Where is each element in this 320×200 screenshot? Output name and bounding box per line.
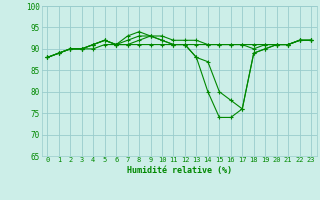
X-axis label: Humidité relative (%): Humidité relative (%): [127, 166, 232, 175]
